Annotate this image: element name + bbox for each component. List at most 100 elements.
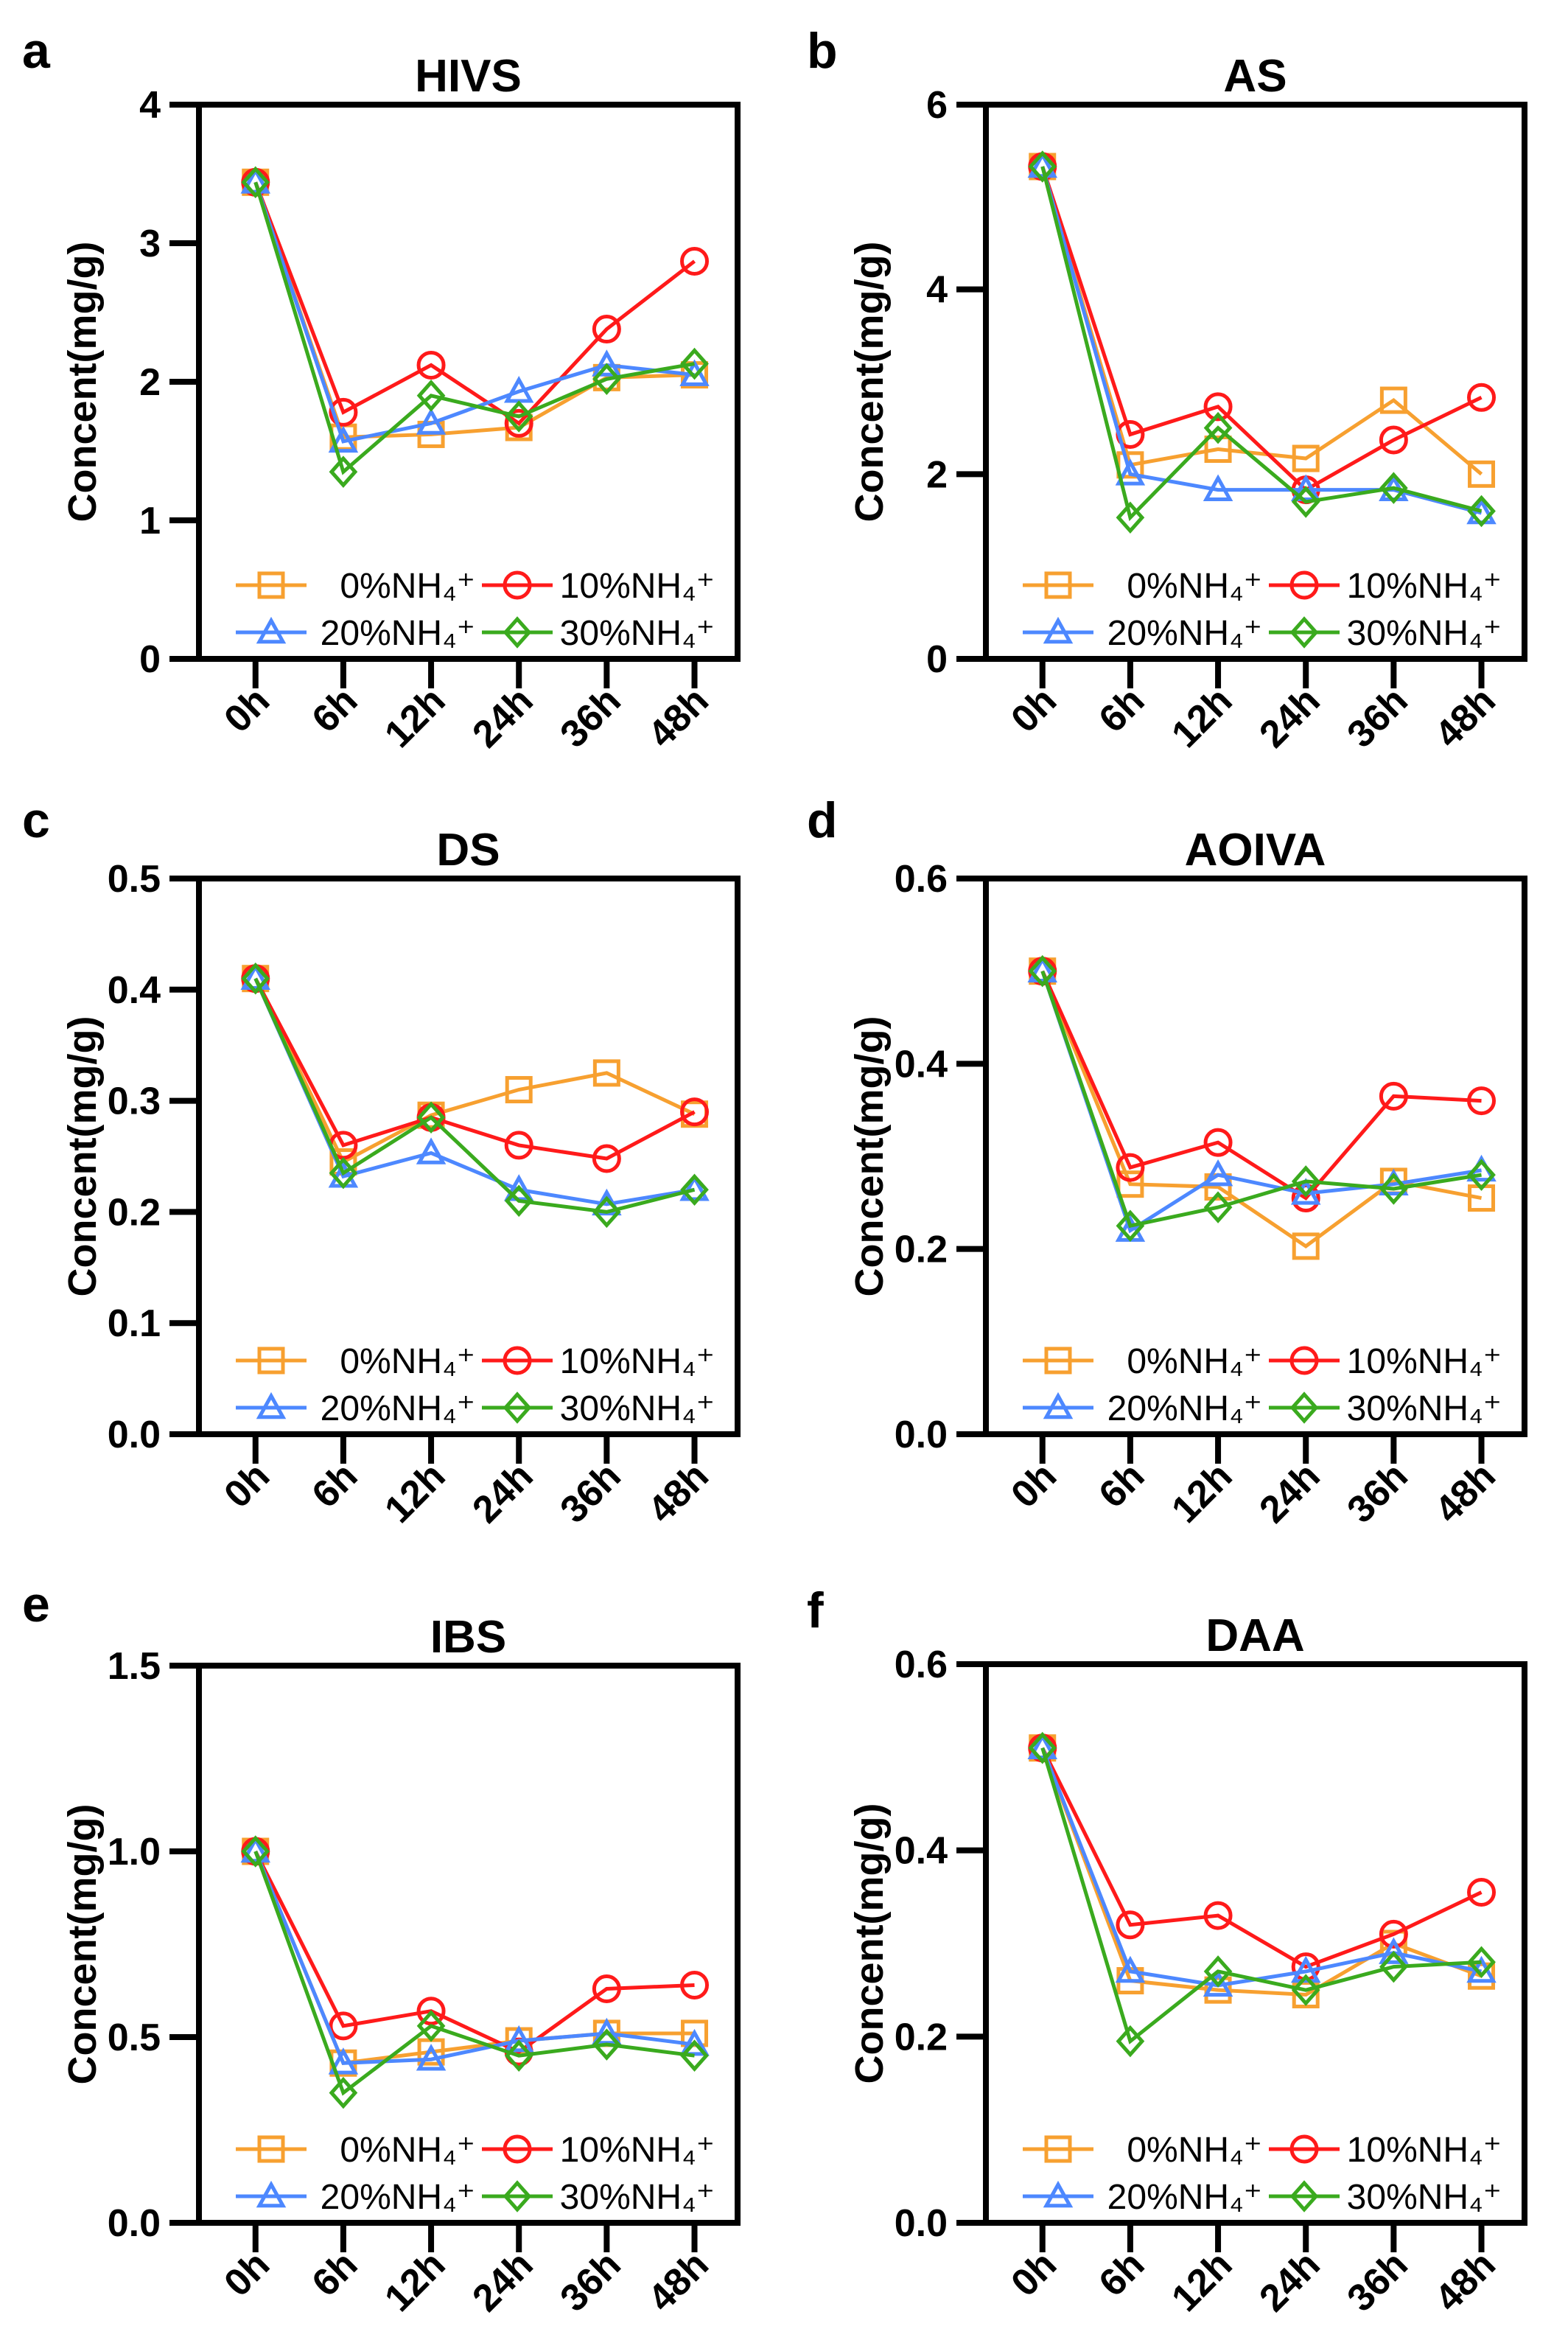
x-tick-label: 0h — [1003, 1454, 1065, 1516]
data-point — [416, 2044, 447, 2071]
data-point — [1290, 1955, 1321, 1983]
legend-label: 30%NH₄⁺ — [560, 2178, 715, 2217]
x-tick-label: 24h — [1251, 2243, 1328, 2319]
data-point — [1379, 1950, 1408, 1983]
data-point — [1468, 1962, 1496, 1990]
x-tick-label: 24h — [464, 679, 541, 755]
x-tick-label: 48h — [1427, 679, 1504, 755]
series-3 — [1028, 150, 1496, 534]
y-tick-label: 2 — [926, 453, 948, 496]
legend-marker — [1289, 570, 1319, 600]
data-point — [329, 1156, 358, 1190]
data-point — [1115, 458, 1146, 486]
data-point — [1468, 460, 1496, 488]
plot-frame — [983, 1661, 1527, 2226]
data-point — [1467, 1086, 1497, 1116]
x-tick-label: 0h — [216, 2243, 278, 2305]
series-line — [1040, 970, 1482, 1234]
y-axis-label: Concent(mg/g) — [60, 242, 105, 523]
x-tick-label: 0h — [1003, 2243, 1065, 2305]
data-point — [1467, 1946, 1496, 1979]
legend-label: 10%NH₄⁺ — [560, 2131, 715, 2170]
data-point — [680, 1173, 709, 1206]
data-point — [241, 962, 270, 995]
series-line — [253, 181, 695, 475]
legend: 0%NH₄⁺ 10%NH₄⁺ 20%NH₄⁺ 30%NH₄⁺ — [1023, 567, 1502, 653]
legend-label: 30%NH₄⁺ — [560, 614, 715, 653]
x-tick-label: 48h — [1427, 2243, 1504, 2319]
y-tick-label: 0.2 — [108, 1191, 161, 1234]
x-tick-label: 24h — [464, 2243, 541, 2319]
series-line — [1040, 166, 1483, 515]
data-point — [1467, 383, 1497, 412]
data-point — [416, 350, 446, 380]
series-3 — [241, 166, 709, 488]
y-tick-label: 0.6 — [895, 1644, 948, 1686]
data-point — [592, 1144, 621, 1173]
data-point — [680, 1970, 710, 2000]
chart-title: AOIVA — [1185, 825, 1326, 876]
legend: 0%NH₄⁺ 10%NH₄⁺ 20%NH₄⁺ 30%NH₄⁺ — [236, 567, 715, 653]
legend-marker — [257, 2135, 285, 2163]
series-line — [253, 977, 695, 1206]
data-point — [1291, 486, 1320, 518]
y-tick-label: 0.6 — [895, 858, 948, 901]
data-point — [1116, 1209, 1145, 1243]
data-point — [328, 2047, 359, 2075]
y-tick-label: 0.2 — [895, 1229, 948, 1271]
series-line — [253, 181, 696, 426]
series-0 — [1029, 957, 1496, 1260]
data-point — [1379, 1919, 1408, 1949]
data-point — [592, 2028, 621, 2061]
legend-label: 10%NH₄⁺ — [560, 567, 715, 606]
series-line — [253, 1851, 695, 2065]
data-point — [1027, 1732, 1058, 1759]
data-point — [680, 1097, 710, 1127]
y-axis-label: Concent(mg/g) — [847, 1016, 892, 1297]
legend: 0%NH₄⁺ 10%NH₄⁺ 20%NH₄⁺ 30%NH₄⁺ — [1023, 2131, 1502, 2217]
legend-marker — [1289, 616, 1319, 649]
series-3 — [1028, 1731, 1496, 2058]
series-2 — [240, 1835, 710, 2075]
series-line — [1040, 1747, 1482, 2044]
panel-letter: e — [22, 1576, 50, 1632]
data-point — [1027, 955, 1058, 982]
plot-frame — [983, 102, 1527, 662]
x-tick-label: 48h — [640, 1454, 717, 1531]
data-point — [592, 1195, 621, 1229]
series-1 — [1028, 152, 1497, 505]
y-tick-label: 4 — [139, 84, 161, 127]
data-point — [416, 1997, 446, 2026]
legend-marker — [256, 616, 287, 644]
y-tick-label: 1 — [139, 500, 161, 542]
y-tick-label: 0.3 — [108, 1080, 161, 1123]
y-tick-label: 0.0 — [895, 1414, 948, 1456]
data-point — [329, 397, 358, 427]
data-point — [241, 166, 270, 199]
data-point — [1203, 1128, 1233, 1157]
series-line — [1040, 166, 1483, 476]
y-axis-label: Concent(mg/g) — [60, 1016, 105, 1297]
panel-letter: b — [807, 23, 838, 79]
legend-marker — [1289, 1346, 1319, 1375]
legend-marker — [503, 2134, 532, 2164]
x-tick-label: 48h — [1427, 1454, 1504, 1531]
data-point — [592, 315, 621, 344]
x-tick-label: 48h — [640, 679, 717, 755]
series-line — [1040, 1747, 1483, 1997]
data-point — [1379, 1173, 1408, 1205]
series-0 — [1029, 153, 1496, 488]
data-point — [1203, 1191, 1233, 1223]
series-line — [253, 1850, 695, 2055]
data-point — [1203, 1969, 1233, 1997]
chart-title: AS — [1223, 51, 1287, 102]
series-line — [1040, 166, 1483, 522]
plot-frame — [983, 876, 1527, 1437]
x-tick-label: 6h — [304, 679, 365, 741]
legend-marker — [257, 1347, 285, 1375]
panel-letter: d — [807, 792, 838, 848]
data-point — [329, 2076, 358, 2109]
y-axis-label: Concent(mg/g) — [60, 1804, 105, 2085]
data-point — [1028, 954, 1057, 988]
